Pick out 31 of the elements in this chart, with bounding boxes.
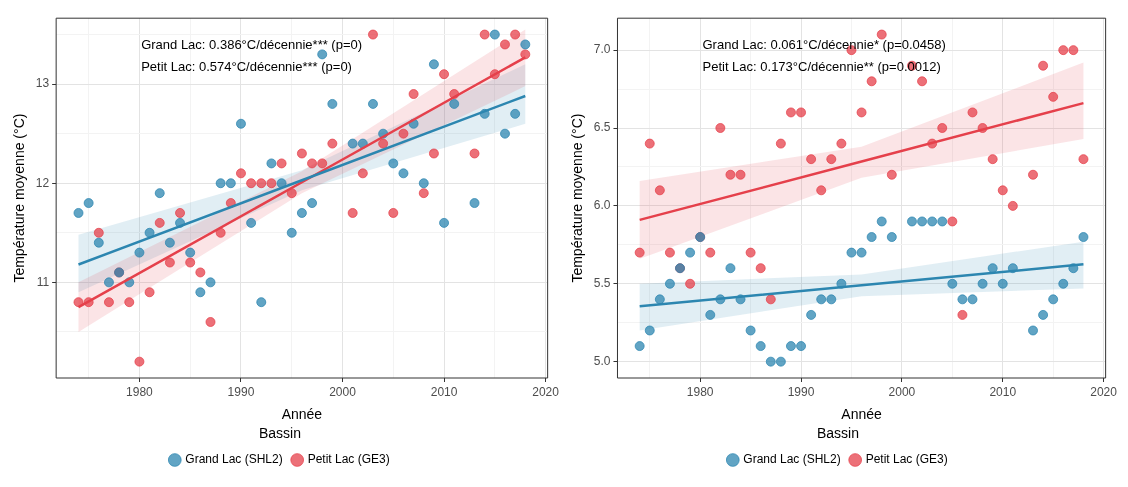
x-axis-title: Année bbox=[281, 405, 323, 422]
y-axis-title: Température moyenne (°C) bbox=[569, 113, 586, 283]
y-tick-label: 13 bbox=[35, 76, 50, 91]
legend-label: Petit Lac (GE3) bbox=[307, 452, 390, 467]
legend-label: Grand Lac (SHL2) bbox=[185, 452, 283, 467]
annotation: Grand Lac: 0.061°C/décennie* (p=0.0458) bbox=[702, 36, 946, 52]
x-tick-label: 1980 bbox=[686, 384, 714, 399]
y-tick-label: 6.0 bbox=[593, 198, 611, 213]
x-tick-label: 2000 bbox=[329, 384, 357, 399]
y-axis-title: Température moyenne (°C) bbox=[11, 113, 28, 283]
x-tick-label: 2010 bbox=[430, 384, 458, 399]
y-tick-label: 5.0 bbox=[593, 353, 611, 368]
y-tick-label: 5.5 bbox=[593, 276, 611, 291]
x-tick-label: 1990 bbox=[227, 384, 255, 399]
annotation: Petit Lac: 0.574°C/décennie*** (p=0) bbox=[141, 58, 352, 74]
annotation: Grand Lac: 0.386°C/décennie*** (p=0) bbox=[141, 36, 363, 52]
y-tick-label: 12 bbox=[35, 175, 50, 190]
x-tick-label: 1980 bbox=[126, 384, 154, 399]
legend-title: Bassin bbox=[816, 425, 860, 442]
legend-label: Petit Lac (GE3) bbox=[865, 452, 948, 467]
x-axis-title: Année bbox=[841, 405, 883, 422]
y-tick-label: 7.0 bbox=[593, 42, 611, 57]
legend-title: Bassin bbox=[258, 425, 302, 442]
x-tick-label: 2020 bbox=[1090, 384, 1118, 399]
y-tick-label: 6.5 bbox=[593, 120, 611, 135]
x-tick-label: 1990 bbox=[787, 384, 815, 399]
legend-label: Grand Lac (SHL2) bbox=[743, 452, 841, 467]
x-tick-label: 2020 bbox=[532, 384, 560, 399]
x-tick-label: 2000 bbox=[888, 384, 916, 399]
y-tick-label: 11 bbox=[36, 274, 50, 289]
x-tick-label: 2010 bbox=[989, 384, 1017, 399]
